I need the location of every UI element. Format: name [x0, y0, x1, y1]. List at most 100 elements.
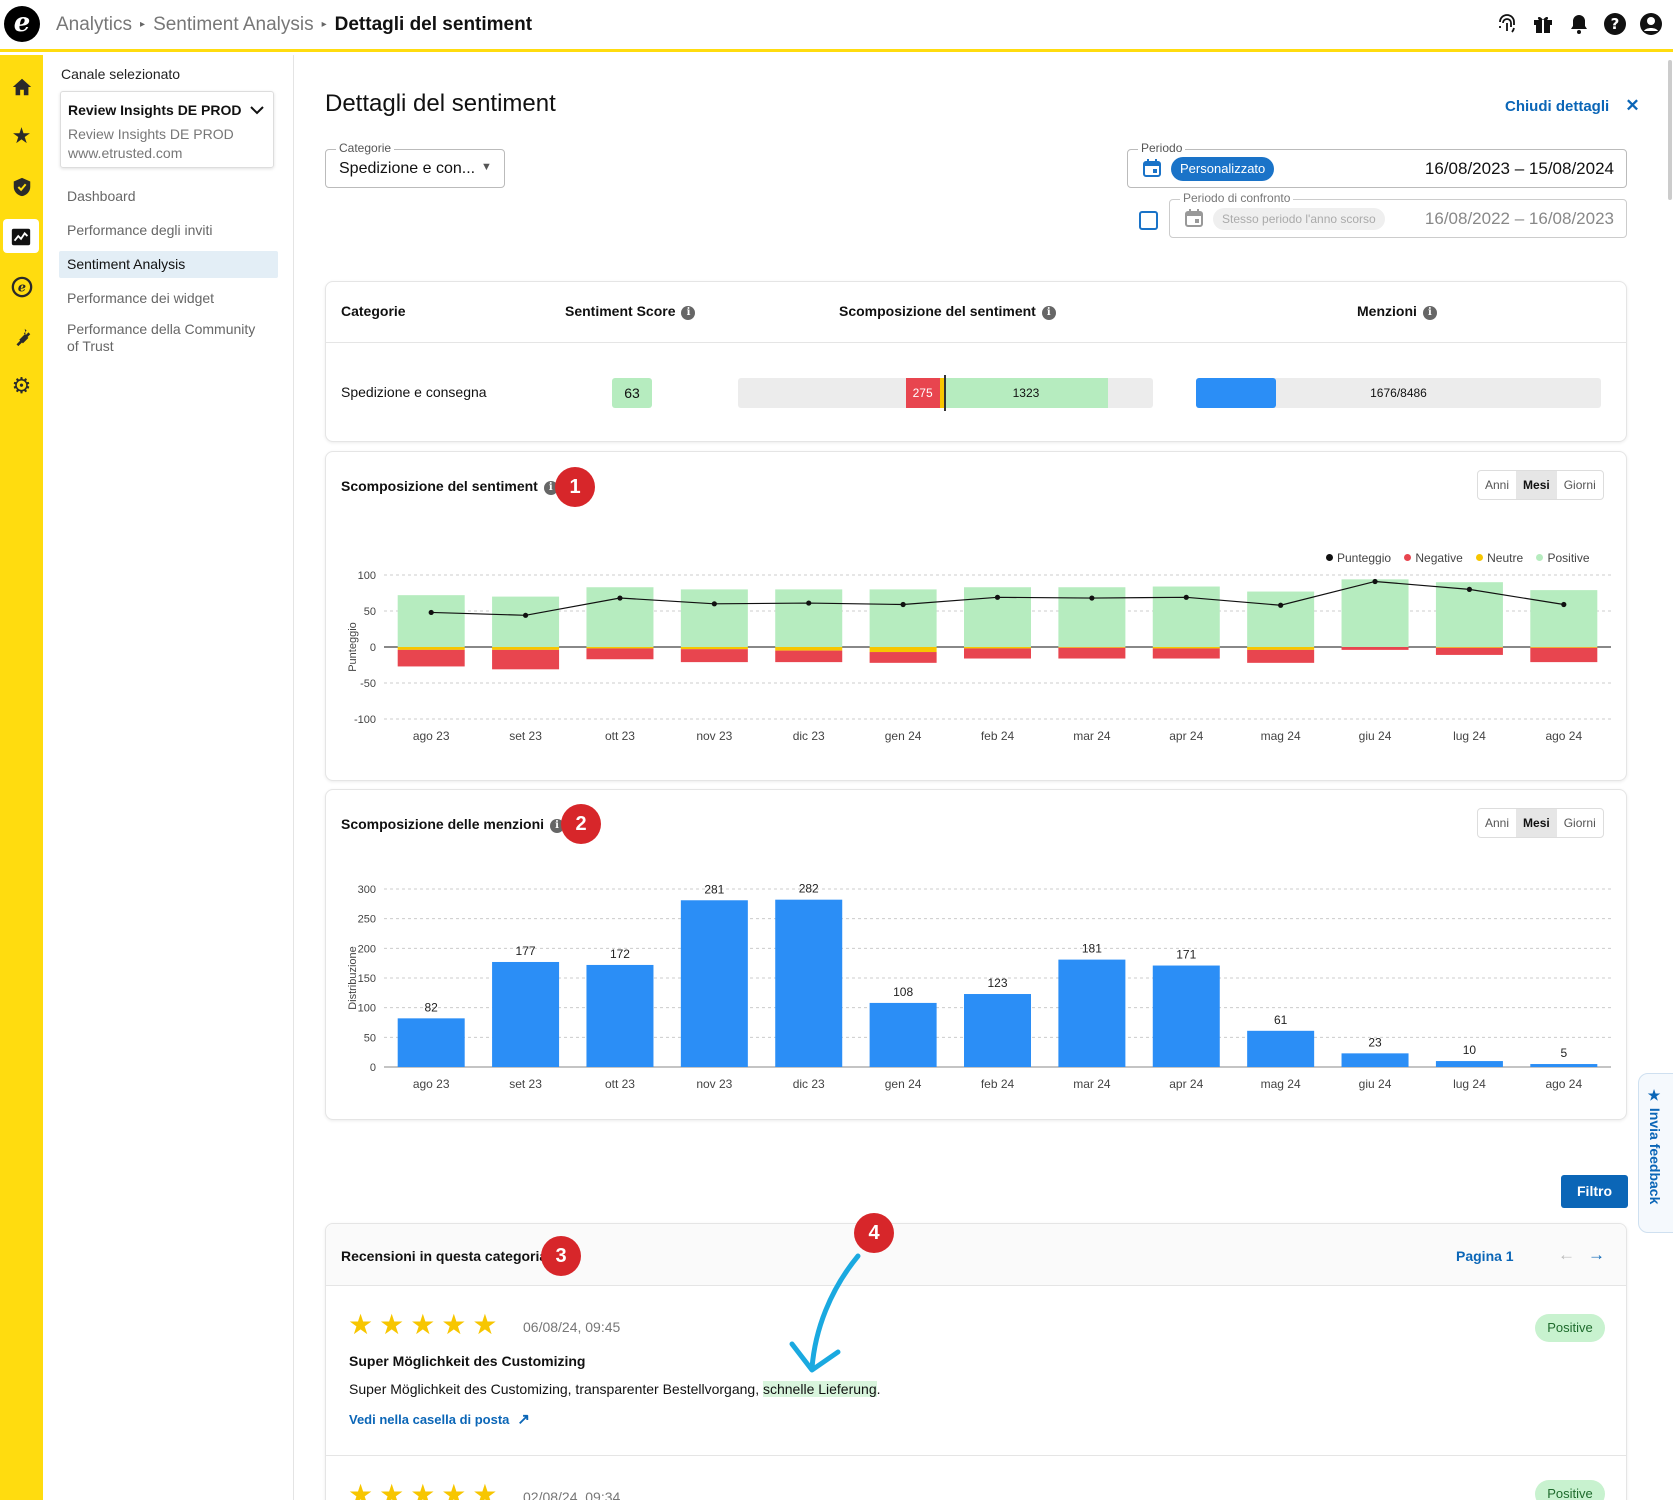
toggle-months[interactable]: Mesi [1516, 471, 1557, 499]
positive-bar [1341, 579, 1409, 647]
icon-rail: ★ e ⚙ [0, 55, 43, 1500]
score-badge: 63 [612, 378, 652, 408]
neutral-bar [964, 647, 1031, 649]
bar-value-label: 82 [425, 1000, 439, 1014]
x-tick-label: mag 24 [1261, 1077, 1301, 1091]
sidebar-item-community[interactable]: Performance della Community of Trust [67, 321, 256, 354]
mention-bar [869, 1002, 937, 1067]
sidebar: Canale selezionato Review Insights DE PR… [43, 55, 294, 1500]
bell-icon[interactable] [1566, 12, 1592, 38]
toggle-days[interactable]: Giorni [1563, 478, 1596, 492]
scrollbar-thumb[interactable] [1668, 60, 1672, 200]
mention-bar [1058, 959, 1126, 1067]
x-tick-label: nov 23 [696, 729, 732, 743]
divider [326, 342, 1626, 343]
neutral-bar [680, 647, 748, 650]
close-details-button[interactable]: Chiudi dettagli ✕ [1505, 96, 1640, 116]
legend-score: Punteggio [1337, 551, 1392, 565]
legend-positive: Positive [1547, 551, 1590, 565]
negative-bar [1435, 647, 1503, 655]
compare-checkbox[interactable] [1139, 211, 1158, 230]
x-tick-label: apr 24 [1169, 1077, 1203, 1091]
category-select[interactable]: Categorie Spedizione e con... ▼ [325, 141, 505, 188]
mentions-value: 1676/8486 [1370, 386, 1427, 400]
negative-bar [1152, 648, 1220, 659]
legend-swatch-neutral [1476, 554, 1484, 561]
y-tick-label: 150 [358, 973, 376, 985]
shield-icon[interactable] [0, 169, 43, 203]
view-in-inbox-link[interactable]: Vedi nella casella di posta ↗ [349, 1410, 530, 1428]
compare-period-select[interactable]: Periodo di confronto Stesso periodo l'an… [1169, 191, 1627, 238]
neutral-bar [1058, 647, 1126, 648]
score-point [806, 600, 812, 606]
compare-period-label: Periodo di confronto [1180, 191, 1294, 205]
filter-button[interactable]: Filtro [1561, 1175, 1628, 1208]
x-tick-label: giu 24 [1359, 729, 1392, 743]
sentiment-chart: 100 50 0 -50 -100 Punteggio ago 23 set 23 ott 23… [347, 570, 1611, 743]
column-header-mentions: Menzioni i [1357, 303, 1437, 320]
negative-bar [1058, 647, 1126, 659]
period-select[interactable]: Periodo Personalizzato 16/08/2023 – 15/0… [1127, 141, 1627, 188]
period-chip[interactable]: Personalizzato [1171, 157, 1275, 181]
sidebar-item-dashboard[interactable]: Dashboard [67, 188, 136, 204]
feedback-tab[interactable]: ★ Invia feedback [1638, 1073, 1673, 1233]
info-icon[interactable]: i [681, 306, 696, 320]
channel-subtitle: Review Insights DE PROD [68, 126, 234, 142]
etrusted-icon[interactable]: e [0, 269, 43, 303]
info-icon[interactable]: i [550, 819, 565, 833]
score-point [1561, 601, 1567, 608]
sidebar-item-widgets[interactable]: Performance dei widget [67, 290, 215, 306]
gift-icon[interactable] [1530, 12, 1556, 38]
account-icon[interactable] [1638, 12, 1664, 38]
x-tick-label: mag 24 [1261, 729, 1301, 743]
period-label: Periodo [1138, 141, 1186, 155]
toggle-months[interactable]: Mesi [1516, 809, 1557, 837]
breadcrumb-analytics[interactable]: Analytics [56, 14, 133, 35]
analytics-icon[interactable] [3, 219, 39, 253]
row-category: Spedizione e consegna [341, 384, 487, 400]
mention-bar [964, 994, 1031, 1067]
x-tick-label: gen 24 [885, 729, 922, 743]
toggle-days[interactable]: Giorni [1563, 816, 1596, 830]
star-icon[interactable]: ★ [11, 123, 32, 148]
toggle-years[interactable]: Anni [1485, 478, 1510, 492]
period-value: 16/08/2023 – 15/08/2024 [1424, 159, 1614, 178]
toggle-years[interactable]: Anni [1485, 816, 1510, 830]
sidebar-item-sentiment[interactable]: Sentiment Analysis [59, 251, 278, 278]
breadcrumb-sentiment-analysis[interactable]: Sentiment Analysis [153, 14, 314, 35]
help-icon[interactable]: ? [1602, 12, 1628, 38]
column-header-category: Categorie [341, 303, 406, 319]
x-tick-label: set 23 [509, 729, 542, 743]
y-tick-label: -100 [354, 714, 376, 726]
compare-period-value: 16/08/2022 – 16/08/2023 [1424, 209, 1614, 228]
column-header-score-label: Sentiment Score [565, 303, 676, 319]
annotation-badge-2: 2 [561, 804, 601, 844]
channel-selector[interactable]: Review Insights DE PROD Review Insights … [60, 91, 274, 168]
bar-value-label: 23 [1368, 1035, 1382, 1049]
chevron-down-icon [250, 102, 264, 120]
dropdown-arrow-icon: ▼ [481, 161, 492, 173]
info-icon[interactable]: i [1041, 306, 1056, 320]
score-point [994, 594, 1001, 600]
next-page-icon[interactable]: → [1588, 1245, 1605, 1264]
home-icon[interactable] [0, 69, 43, 103]
mentions-chart: 300 250 200 150 100 50 0 Distribuzione 82 ago 23 1… [347, 882, 1611, 1091]
x-tick-label: set 23 [509, 1077, 542, 1091]
breadcrumb-separator: ▸ [140, 19, 146, 30]
fingerprint-icon[interactable] [1494, 12, 1520, 38]
x-tick-label: nov 23 [696, 1077, 732, 1091]
info-icon[interactable]: i [543, 481, 558, 495]
sidebar-item-invitations[interactable]: Performance degli inviti [67, 222, 213, 238]
prev-page-icon[interactable]: ← [1558, 1245, 1575, 1264]
info-icon[interactable]: i [1422, 306, 1437, 320]
svg-text:e: e [17, 281, 25, 296]
compare-period-chip: Stesso periodo l'anno scorso [1213, 208, 1385, 230]
positive-bar [775, 589, 843, 647]
star-rating: ★★★★★ [348, 1309, 504, 1340]
gear-icon[interactable]: ⚙ [11, 373, 32, 398]
x-tick-label: mar 24 [1073, 1077, 1111, 1091]
logo[interactable]: e [4, 6, 40, 42]
breadcrumb-current: Dettagli del sentiment [334, 14, 533, 35]
plug-icon[interactable] [0, 319, 43, 353]
annotation-badge-1: 1 [555, 467, 595, 507]
